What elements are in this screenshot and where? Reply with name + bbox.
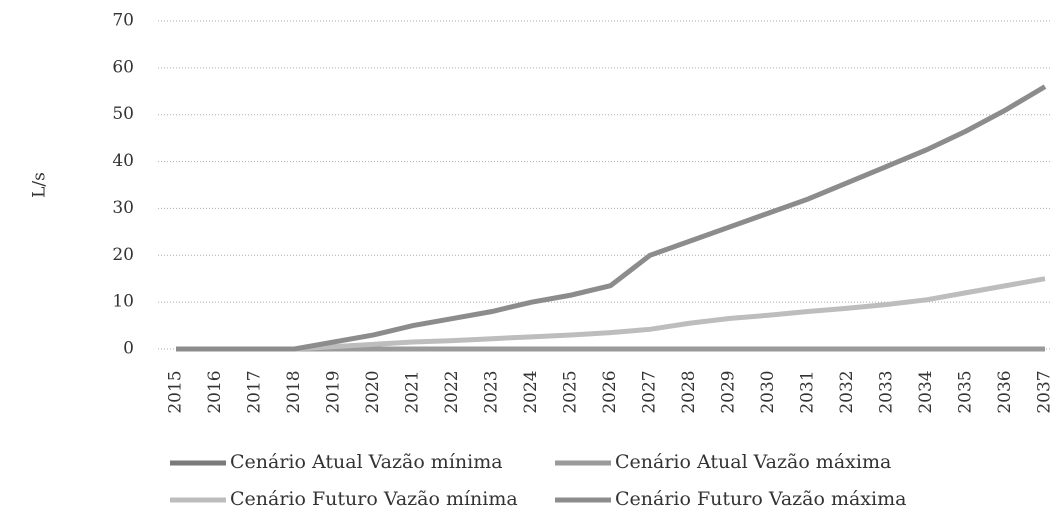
y-tick-label: 60 [112, 57, 134, 77]
legend-label: Cenário Atual Vazão mínima [230, 451, 503, 473]
x-tick-label: 2034 [916, 370, 936, 413]
y-tick-label: 10 [112, 292, 134, 312]
legend-label: Cenário Futuro Vazão máxima [615, 488, 906, 510]
x-tick-label: 2018 [284, 370, 304, 413]
x-tick-label: 2020 [363, 370, 383, 413]
series-line [176, 276, 1046, 352]
x-tick-label: 2015 [166, 370, 186, 413]
x-tick-label: 2026 [600, 370, 620, 413]
x-tick-label: 2023 [482, 370, 502, 413]
x-tick-label: 2027 [640, 370, 660, 413]
x-tick-label: 2036 [995, 370, 1015, 413]
x-tick-label: 2033 [877, 370, 897, 413]
y-tick-label: 20 [112, 245, 134, 265]
x-tick-label: 2030 [758, 370, 778, 413]
x-tick-label: 2021 [403, 370, 423, 413]
series-line [176, 84, 1047, 352]
y-tick-label: 40 [112, 151, 134, 171]
x-tick-label: 2028 [679, 370, 699, 413]
x-tick-label: 2037 [1035, 370, 1055, 413]
y-tick-label: 70 [112, 11, 134, 31]
x-tick-label: 2031 [798, 370, 818, 413]
x-tick-label: 2029 [719, 370, 739, 413]
y-tick-label: 0 [123, 339, 134, 359]
y-axis-label: L/s [30, 172, 50, 198]
x-tick-label: 2032 [837, 370, 857, 413]
legend-label: Cenário Atual Vazão máxima [615, 451, 891, 473]
x-tick-label: 2022 [442, 370, 462, 413]
x-tick-label: 2025 [561, 370, 581, 413]
legend-label: Cenário Futuro Vazão mínima [230, 488, 518, 510]
y-tick-label: 50 [112, 104, 134, 124]
x-tick-label: 2016 [205, 370, 225, 413]
x-tick-label: 2035 [956, 370, 976, 413]
x-tick-label: 2017 [245, 370, 265, 413]
y-tick-label: 30 [112, 198, 134, 218]
x-tick-label: 2024 [521, 370, 541, 413]
x-tick-label: 2019 [324, 370, 344, 413]
